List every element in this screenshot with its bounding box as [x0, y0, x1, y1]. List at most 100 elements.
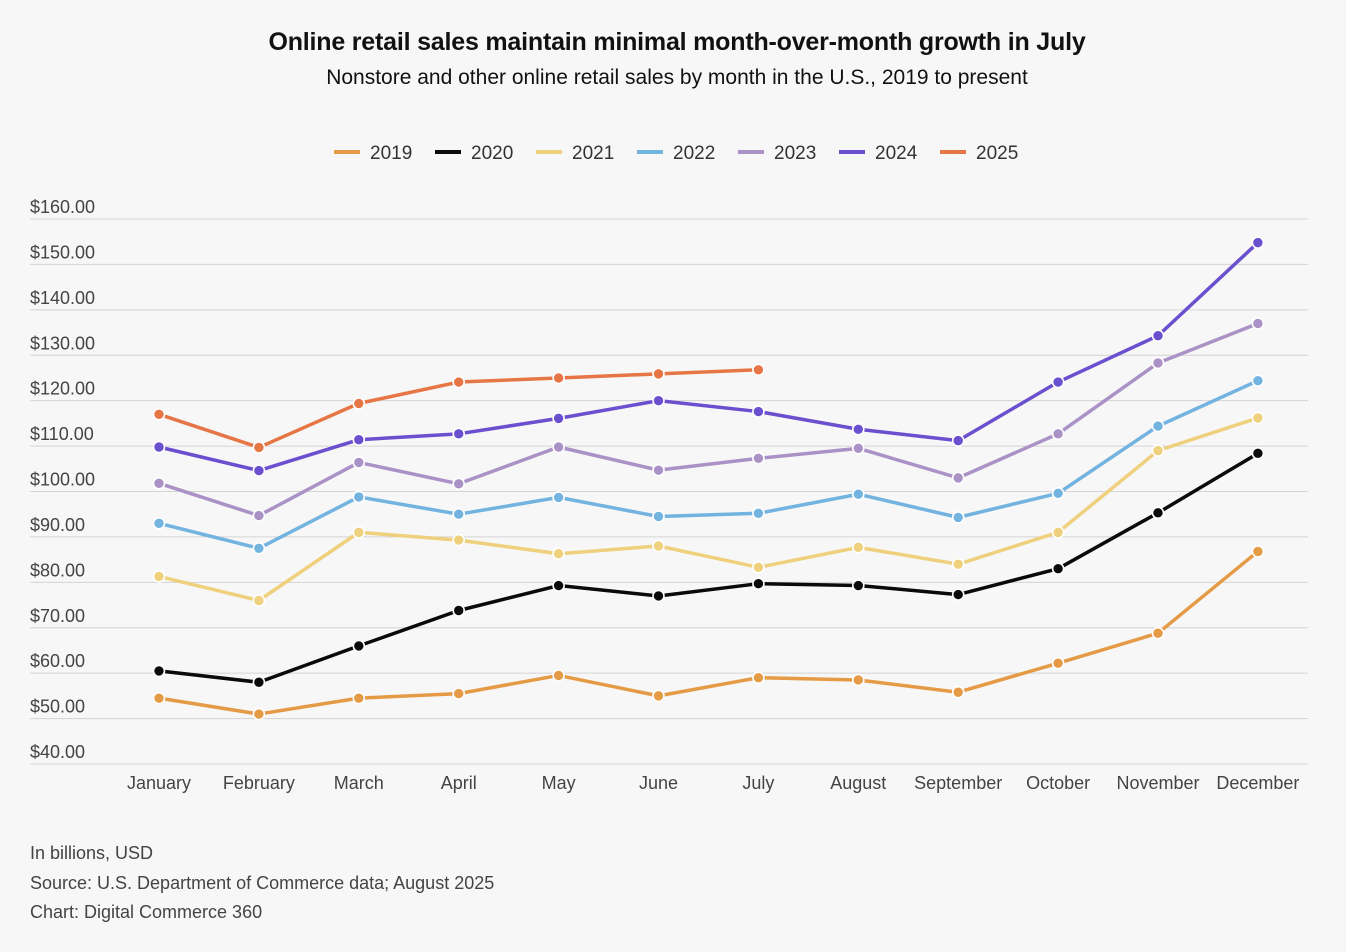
- data-point-2024[interactable]: [252, 464, 266, 477]
- data-point-2025[interactable]: [352, 397, 366, 410]
- data-point-2019[interactable]: [951, 685, 965, 699]
- data-point-2023[interactable]: [252, 509, 266, 522]
- data-point-2021[interactable]: [851, 541, 865, 554]
- data-point-2024[interactable]: [152, 440, 166, 454]
- data-point-2024[interactable]: [851, 422, 865, 436]
- data-point-2025[interactable]: [452, 375, 466, 389]
- data-point-2021[interactable]: [1251, 411, 1265, 425]
- data-point-2019[interactable]: [552, 669, 565, 682]
- data-point-2021[interactable]: [1051, 526, 1065, 539]
- legend-item-2020[interactable]: 2020: [435, 143, 513, 164]
- data-point-2025[interactable]: [752, 363, 765, 377]
- data-point-2021[interactable]: [752, 561, 765, 574]
- data-point-2025[interactable]: [152, 407, 166, 421]
- data-point-2020[interactable]: [851, 579, 865, 592]
- y-tick-label: $110.00: [30, 424, 94, 444]
- x-tick-label: June: [639, 773, 678, 793]
- data-point-2020[interactable]: [652, 589, 665, 603]
- data-point-2023[interactable]: [352, 456, 366, 469]
- data-point-2023[interactable]: [552, 440, 565, 454]
- data-point-2022[interactable]: [1151, 419, 1165, 433]
- data-point-2024[interactable]: [951, 434, 965, 447]
- data-point-2023[interactable]: [752, 452, 765, 465]
- data-point-2023[interactable]: [452, 477, 466, 491]
- data-point-2021[interactable]: [252, 594, 266, 607]
- data-point-2025[interactable]: [652, 367, 665, 381]
- data-point-2020[interactable]: [552, 579, 565, 592]
- credit-note: Chart: Digital Commerce 360: [30, 902, 263, 922]
- legend-item-2022[interactable]: 2022: [637, 143, 715, 164]
- data-point-2025[interactable]: [252, 441, 266, 454]
- data-point-2019[interactable]: [752, 671, 765, 685]
- data-point-2025[interactable]: [552, 371, 565, 385]
- data-point-2019[interactable]: [152, 691, 166, 705]
- data-point-2021[interactable]: [1151, 444, 1165, 457]
- legend-item-2025[interactable]: 2025: [940, 143, 1018, 164]
- x-tick-label: September: [914, 773, 1002, 793]
- data-point-2022[interactable]: [951, 511, 965, 524]
- legend-item-2023[interactable]: 2023: [738, 143, 816, 164]
- data-point-2024[interactable]: [1251, 236, 1265, 249]
- data-point-2021[interactable]: [452, 533, 466, 547]
- data-point-2022[interactable]: [652, 510, 665, 523]
- y-tick-label: $60.00: [30, 651, 85, 671]
- units-note: In billions, USD: [30, 843, 154, 863]
- data-point-2022[interactable]: [1251, 374, 1265, 387]
- data-point-2023[interactable]: [851, 442, 865, 455]
- legend-label: 2023: [774, 143, 816, 164]
- data-point-2024[interactable]: [752, 405, 765, 418]
- data-point-2021[interactable]: [652, 539, 665, 553]
- data-point-2022[interactable]: [352, 490, 366, 504]
- series-line-2021: [157, 416, 1260, 603]
- data-point-2023[interactable]: [1251, 317, 1265, 330]
- data-point-2024[interactable]: [352, 433, 366, 447]
- data-point-2022[interactable]: [1051, 487, 1065, 500]
- data-point-2022[interactable]: [752, 506, 765, 520]
- data-point-2021[interactable]: [552, 547, 565, 561]
- data-point-2024[interactable]: [452, 427, 466, 441]
- data-point-2020[interactable]: [452, 604, 466, 617]
- data-point-2020[interactable]: [352, 639, 366, 653]
- data-point-2020[interactable]: [1251, 447, 1265, 460]
- y-tick-label: $100.00: [30, 470, 95, 490]
- legend-item-2021[interactable]: 2021: [536, 143, 614, 164]
- data-point-2019[interactable]: [851, 673, 865, 687]
- y-tick-label: $140.00: [30, 288, 95, 308]
- data-point-2021[interactable]: [352, 526, 366, 539]
- data-point-2020[interactable]: [1151, 506, 1165, 520]
- data-point-2023[interactable]: [1051, 427, 1065, 441]
- data-point-2022[interactable]: [252, 541, 266, 555]
- gridlines: [30, 218, 1308, 765]
- data-point-2019[interactable]: [252, 707, 266, 721]
- data-point-2020[interactable]: [1051, 562, 1065, 576]
- data-point-2023[interactable]: [951, 471, 965, 485]
- data-point-2023[interactable]: [1151, 356, 1165, 370]
- series-line-2019: [157, 549, 1260, 716]
- data-point-2019[interactable]: [1151, 626, 1165, 640]
- data-point-2019[interactable]: [1251, 545, 1265, 558]
- data-point-2023[interactable]: [152, 477, 166, 490]
- data-point-2020[interactable]: [951, 588, 965, 601]
- data-point-2022[interactable]: [851, 487, 865, 501]
- data-point-2019[interactable]: [652, 689, 665, 703]
- data-point-2024[interactable]: [652, 394, 665, 407]
- y-tick-label: $130.00: [30, 333, 95, 353]
- data-point-2024[interactable]: [1151, 329, 1165, 343]
- legend-item-2024[interactable]: 2024: [839, 143, 918, 164]
- data-point-2019[interactable]: [352, 691, 366, 705]
- data-point-2021[interactable]: [951, 557, 965, 571]
- data-point-2024[interactable]: [1051, 375, 1065, 389]
- data-point-2023[interactable]: [652, 463, 665, 477]
- data-point-2022[interactable]: [152, 516, 166, 530]
- series-line-2020: [157, 451, 1260, 684]
- data-point-2020[interactable]: [252, 675, 266, 689]
- data-point-2019[interactable]: [452, 687, 466, 700]
- data-point-2020[interactable]: [152, 664, 166, 678]
- legend-item-2019[interactable]: 2019: [334, 143, 412, 164]
- data-point-2019[interactable]: [1051, 656, 1065, 670]
- data-point-2022[interactable]: [452, 507, 466, 521]
- data-point-2024[interactable]: [552, 412, 565, 425]
- data-point-2021[interactable]: [152, 570, 166, 583]
- data-point-2022[interactable]: [552, 491, 565, 504]
- data-point-2020[interactable]: [752, 577, 765, 590]
